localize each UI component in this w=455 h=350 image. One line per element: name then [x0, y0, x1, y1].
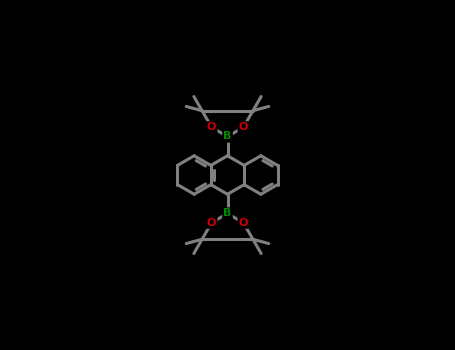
Text: O: O: [207, 122, 216, 132]
Text: B: B: [223, 132, 232, 141]
Text: O: O: [239, 218, 248, 228]
Text: O: O: [239, 122, 248, 132]
Text: B: B: [223, 209, 232, 218]
Text: O: O: [207, 218, 216, 228]
